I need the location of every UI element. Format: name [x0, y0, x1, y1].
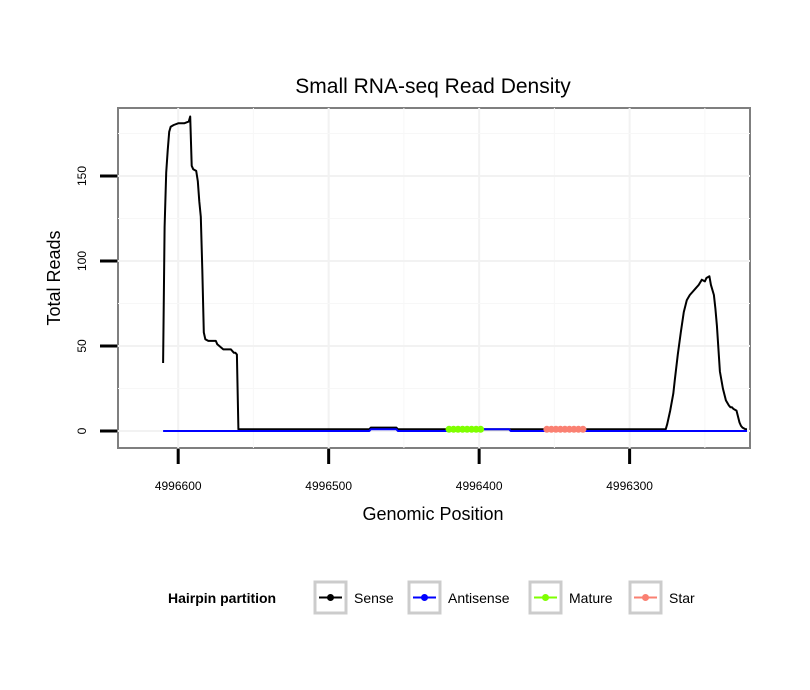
y-tick-label: 150 — [75, 166, 89, 186]
series-layer — [162, 115, 747, 433]
legend-label-sense: Sense — [354, 590, 394, 606]
y-axis-title: Total Reads — [44, 230, 64, 325]
y-tick-label: 50 — [75, 339, 89, 353]
legend-label-star: Star — [669, 590, 695, 606]
data-point-mature — [477, 425, 485, 433]
data-point-star — [579, 425, 587, 433]
plot-panel — [117, 107, 751, 449]
x-tick-label: 4996600 — [155, 479, 202, 493]
legend-key-point — [327, 594, 334, 601]
legend-label-antisense: Antisense — [448, 590, 510, 606]
axis-layer: 4996600 4996500 4996400 4996300 0 50 100 150 — [75, 166, 653, 493]
y-tick-label: 0 — [75, 427, 89, 434]
legend-key-point — [542, 594, 549, 601]
x-tick-label: 4996300 — [606, 479, 653, 493]
legend-key-point — [642, 594, 649, 601]
y-tick-label: 100 — [75, 251, 89, 271]
chart-title: Small RNA-seq Read Density — [295, 75, 571, 98]
x-tick-label: 4996400 — [456, 479, 503, 493]
x-tick-label: 4996500 — [305, 479, 352, 493]
legend-key-point — [421, 594, 428, 601]
legend-title: Hairpin partition — [168, 590, 276, 606]
legend-label-mature: Mature — [569, 590, 613, 606]
series-line-antisense — [163, 428, 747, 432]
x-axis-title: Genomic Position — [362, 504, 503, 524]
legend: Hairpin partition Sense Antisense Mature St… — [168, 580, 695, 615]
